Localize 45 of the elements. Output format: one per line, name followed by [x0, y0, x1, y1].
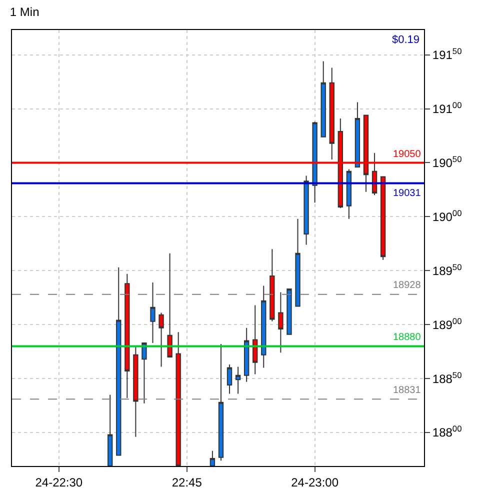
- candlestick: [158, 312, 164, 368]
- candlestick: [286, 288, 292, 335]
- candlestick: [278, 292, 284, 354]
- y-tick-label: 189$^{00}$: [432, 316, 462, 332]
- candlestick: [354, 102, 360, 168]
- candlestick: [116, 266, 122, 456]
- candlestick: [167, 252, 172, 358]
- candlestick: [244, 327, 250, 382]
- candlestick: [176, 332, 181, 466]
- candlestick: [270, 248, 275, 322]
- annotation: $0.19: [392, 34, 420, 46]
- candlestick: [320, 60, 326, 138]
- ref-line-label: 18880: [393, 332, 422, 343]
- y-tick-label: 191$^{50}$: [432, 46, 462, 62]
- candlestick: [329, 67, 334, 160]
- x-tick-label: 22:45: [172, 475, 202, 490]
- candlestick: [261, 285, 266, 368]
- x-tick-label: 24-23:00: [291, 475, 339, 490]
- candlestick: [133, 346, 138, 438]
- candlestick: [380, 176, 386, 260]
- chart-title: 1 Min: [10, 4, 40, 19]
- candlestick: [304, 175, 309, 246]
- candlestick: [346, 168, 352, 220]
- candlestick: [142, 342, 147, 404]
- y-tick-label: 191$^{00}$: [432, 100, 462, 116]
- y-tick-label: 188$^{00}$: [432, 424, 462, 440]
- candlestick: [235, 366, 241, 394]
- candlestick: [124, 273, 130, 399]
- y-tick-label: 188$^{50}$: [432, 370, 462, 386]
- x-tick-label: 24-22:30: [35, 475, 83, 490]
- ref-line-label: 19031: [393, 188, 422, 199]
- y-tick-label: 189$^{50}$: [432, 262, 462, 278]
- y-tick-label: 190$^{50}$: [432, 154, 462, 170]
- candlestick: [226, 364, 232, 394]
- candlestick: [312, 121, 318, 204]
- candlestick: [108, 394, 113, 466]
- candlestick: [210, 450, 216, 466]
- candlestick: [295, 218, 300, 307]
- candlestick: [252, 304, 258, 375]
- candlestick: [218, 344, 224, 462]
- ref-line-label: 18831: [393, 385, 422, 396]
- ref-line-label: 18928: [393, 280, 422, 291]
- y-tick-label: 190$^{00}$: [432, 208, 462, 224]
- ref-line-label: 19050: [393, 149, 422, 160]
- candlestick: [150, 282, 156, 344]
